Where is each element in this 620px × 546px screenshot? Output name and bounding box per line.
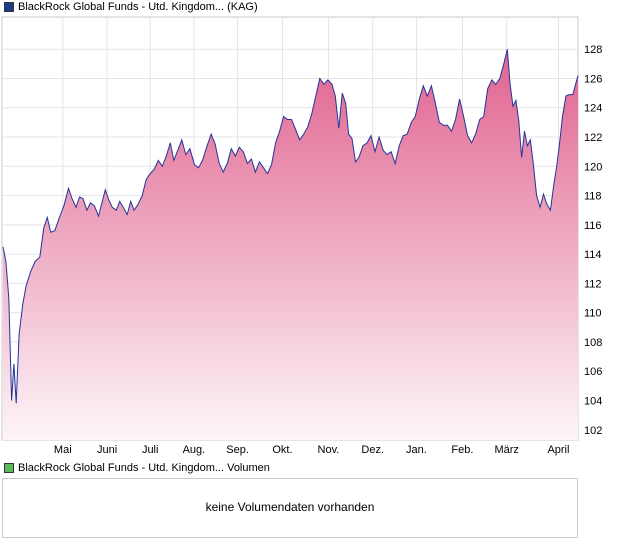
y-tick-label: 116: [584, 220, 602, 232]
volume-legend-label: BlackRock Global Funds - Utd. Kingdom...…: [18, 462, 270, 474]
x-tick-label: Sep.: [226, 444, 249, 456]
y-tick-label: 104: [584, 395, 602, 407]
x-tick-label: März: [494, 444, 518, 456]
x-axis: Mai Juni Juli Aug. Sep. Okt. Nov. Dez. Jan. Feb. M…: [54, 444, 570, 456]
price-legend-swatch: [4, 2, 14, 12]
y-tick-label: 110: [584, 308, 602, 320]
x-tick-label: Juni: [97, 444, 117, 456]
volume-legend-swatch: [4, 463, 14, 473]
y-tick-label: 120: [584, 161, 602, 173]
y-tick-label: 118: [584, 191, 602, 203]
volume-panel: keine Volumendaten vorhanden: [2, 478, 578, 538]
volume-legend: BlackRock Global Funds - Utd. Kingdom...…: [4, 461, 270, 475]
price-legend-label: BlackRock Global Funds - Utd. Kingdom...…: [18, 1, 258, 13]
price-line: [2, 49, 579, 404]
y-tick-label: 108: [584, 337, 602, 349]
y-tick-label: 112: [584, 278, 602, 290]
y-tick-label: 106: [584, 366, 602, 378]
x-tick-label: Okt.: [272, 444, 292, 456]
y-tick-label: 124: [584, 103, 602, 115]
y-tick-label: 128: [584, 44, 602, 56]
y-axis: 102 104 106 108 110 112 114 116 118 120 122 124 126 1…: [584, 44, 602, 437]
x-tick-label: Juli: [142, 444, 159, 456]
x-tick-label: Mai: [54, 444, 72, 456]
no-volume-message: keine Volumendaten vorhanden: [205, 500, 375, 514]
y-tick-label: 102: [584, 425, 602, 437]
x-tick-label: Aug.: [183, 444, 206, 456]
price-area: [3, 49, 578, 440]
x-tick-label: Jan.: [406, 444, 427, 456]
x-tick-label: Dez.: [361, 444, 384, 456]
price-chart: 102 104 106 108 110 112 114 116 118 120 122 124 126 1…: [1, 16, 602, 456]
y-tick-label: 126: [584, 73, 602, 85]
x-tick-label: April: [547, 444, 569, 456]
x-tick-label: Nov.: [318, 444, 340, 456]
y-tick-label: 114: [584, 249, 602, 261]
y-tick-label: 122: [584, 132, 602, 144]
price-legend: BlackRock Global Funds - Utd. Kingdom...…: [4, 0, 258, 14]
x-tick-label: Feb.: [451, 444, 473, 456]
